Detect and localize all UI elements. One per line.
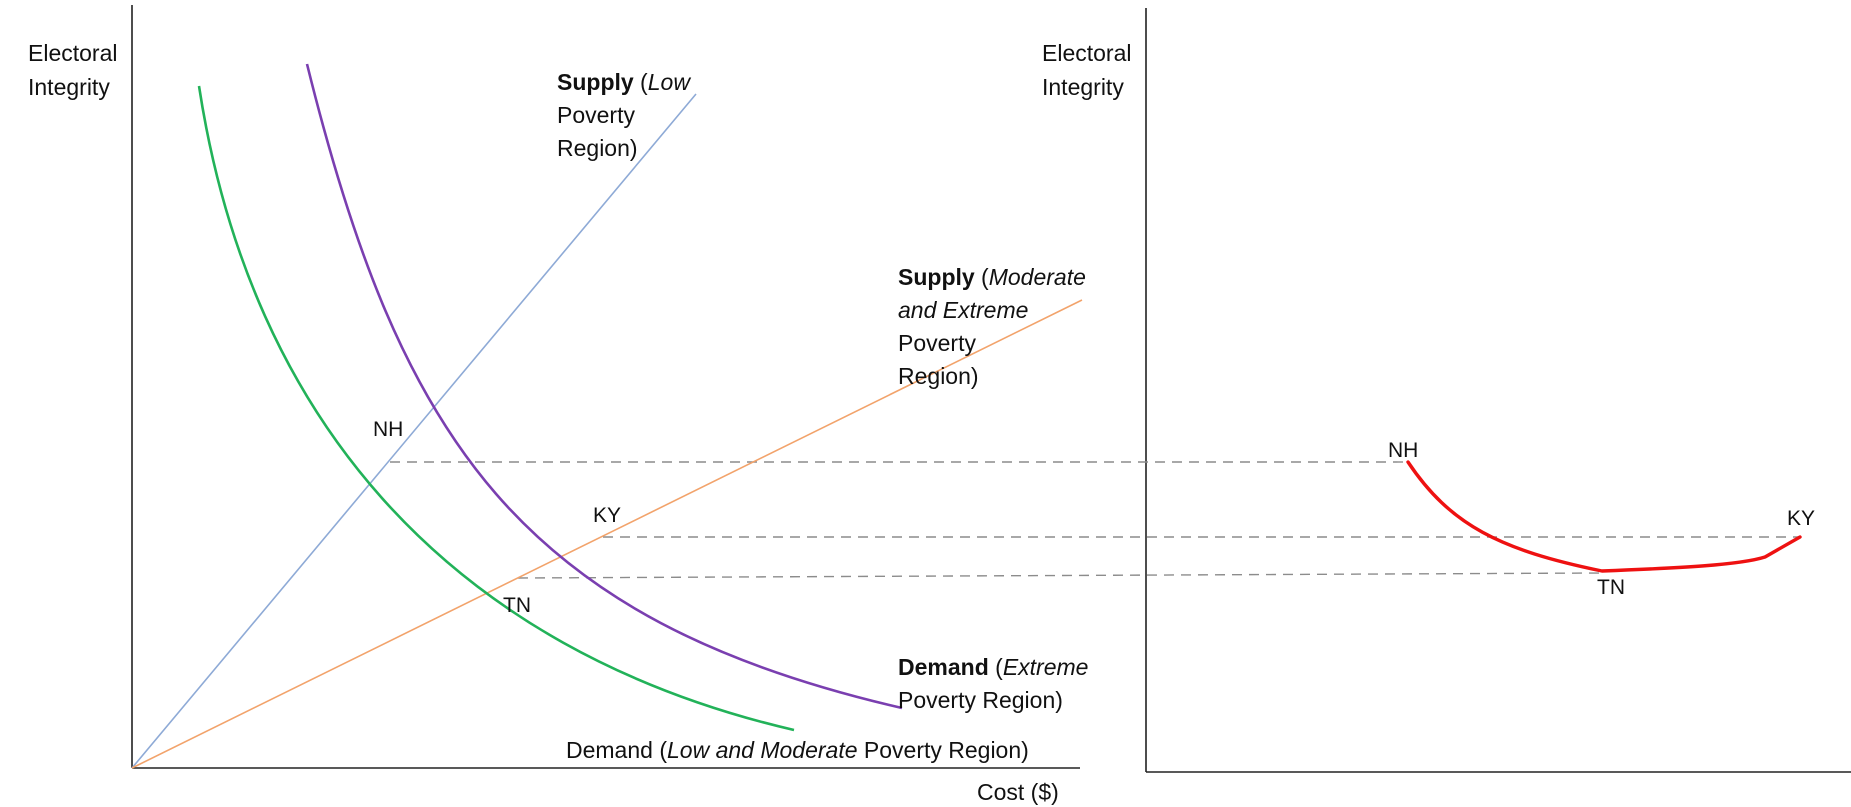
supply-moderate-label: Supply (Moderate	[898, 264, 1086, 290]
demand-extreme-label-open: (	[989, 654, 1003, 680]
left-y-axis-label-line1: Electoral	[28, 40, 117, 66]
supply-low-label-line3: Region)	[557, 135, 638, 161]
supply-moderate-label-bold: Supply	[898, 264, 975, 290]
right-point-tn: TN	[1597, 576, 1625, 599]
left-point-tn: TN	[503, 594, 531, 617]
demand-extreme-label: Demand (Extreme	[898, 654, 1088, 680]
left-y-axis-label-line2: Integrity	[28, 74, 110, 100]
right-point-ky: KY	[1787, 507, 1815, 530]
left-point-nh: NH	[373, 418, 403, 441]
supply-moderate-label-italic1: Moderate	[989, 264, 1086, 290]
supply-moderate-label-line2: and Extreme	[898, 297, 1028, 323]
supply-low-label: Supply (Low	[557, 69, 691, 95]
supply-moderate-label-line3: Poverty	[898, 330, 976, 356]
demand-extreme-poverty-curve	[305, 63, 903, 710]
demand-low-moderate-label-italic: Low and Moderate	[667, 737, 858, 763]
supply-moderate-label-line4: Region)	[898, 363, 979, 389]
demand-low-moderate-label: Demand (Low and Moderate Poverty Region)	[566, 737, 1029, 763]
demand-low-moderate-poverty-curve	[197, 85, 795, 732]
supply-low-label-bold: Supply	[557, 69, 634, 95]
right-y-axis-label-line1: Electoral	[1042, 40, 1131, 66]
supply-low-poverty-line	[131, 93, 697, 769]
demand-extreme-label-bold: Demand	[898, 654, 989, 680]
right-y-axis-label: Electoral Integrity	[1042, 40, 1138, 100]
supply-low-label-line2: Poverty	[557, 102, 635, 128]
demand-extreme-label-line2: Poverty Region)	[898, 687, 1063, 713]
right-point-nh: NH	[1388, 439, 1418, 462]
left-y-axis-label: Electoral Integrity	[28, 40, 124, 100]
demand-low-moderate-label-pre: Demand (	[566, 737, 667, 763]
outcome-curve	[1406, 460, 1802, 573]
demand-extreme-label-italic: Extreme	[1003, 654, 1089, 680]
supply-moderate-label-open: (	[975, 264, 989, 290]
supply-moderate-extreme-poverty-line	[131, 299, 1083, 769]
supply-low-label-italic: Low	[648, 69, 692, 95]
left-x-axis-label: Cost ($)	[977, 779, 1059, 805]
guide-line-tn	[517, 572, 1603, 579]
supply-low-label-open: (	[634, 69, 648, 95]
right-y-axis-label-line2: Integrity	[1042, 74, 1124, 100]
demand-low-moderate-label-post: Poverty Region)	[858, 737, 1029, 763]
left-point-ky: KY	[593, 504, 621, 527]
